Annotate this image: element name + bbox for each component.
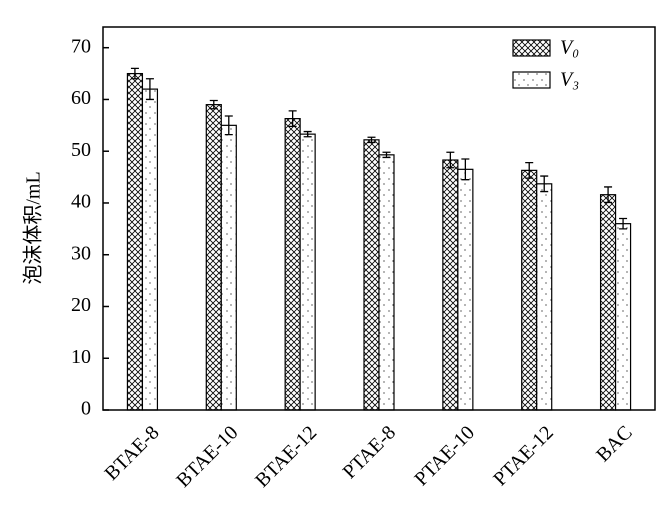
bar (521, 169, 538, 411)
bar (141, 88, 159, 411)
error-bar (540, 175, 549, 193)
bar (457, 168, 474, 411)
error-bar (525, 161, 534, 179)
bar (220, 124, 237, 411)
error-bar (209, 99, 218, 110)
y-tick-label: 0 (81, 398, 91, 420)
y-tick-label: 70 (71, 35, 91, 57)
bar (299, 133, 316, 411)
bar (205, 104, 222, 411)
x-tick-label: BTAE-8 (100, 422, 163, 485)
error-bar (382, 151, 391, 159)
y-axis-label: 泡沫体积/mL (22, 171, 45, 284)
y-tick-label: 30 (71, 242, 91, 264)
bar (126, 72, 144, 411)
bar (536, 183, 553, 411)
error-bar (367, 136, 376, 144)
plot-frame (102, 26, 656, 411)
x-tick-label: PTAE-10 (410, 422, 479, 491)
error-bar (604, 186, 613, 204)
y-tick-label: 20 (71, 294, 91, 316)
bar (378, 154, 395, 411)
bar (614, 223, 632, 411)
x-tick-label: PTAE-12 (489, 422, 558, 491)
y-tick-label: 50 (71, 139, 91, 161)
error-bar (619, 217, 628, 230)
error-bar (145, 78, 154, 101)
bar (363, 139, 380, 411)
error-bar (224, 115, 233, 136)
y-tick-label: 10 (71, 346, 91, 368)
legend-label: V₃ (560, 69, 579, 91)
bar (599, 194, 617, 411)
x-tick-label: PTAE-8 (339, 422, 401, 484)
x-tick-label: BAC (592, 422, 637, 467)
legend-swatch (512, 39, 551, 57)
error-bar (461, 158, 470, 181)
legend-label: V₀ (560, 37, 579, 59)
bar (442, 159, 459, 411)
x-tick-label: BTAE-10 (172, 422, 242, 492)
error-bar (303, 130, 312, 138)
y-tick-label: 40 (71, 191, 91, 213)
error-bar (446, 151, 455, 169)
y-tick-label: 60 (71, 87, 91, 109)
bar (284, 118, 301, 411)
x-tick-label: BTAE-12 (251, 422, 321, 492)
error-bar (288, 110, 297, 128)
legend-swatch (512, 71, 551, 89)
error-bar (130, 67, 139, 80)
